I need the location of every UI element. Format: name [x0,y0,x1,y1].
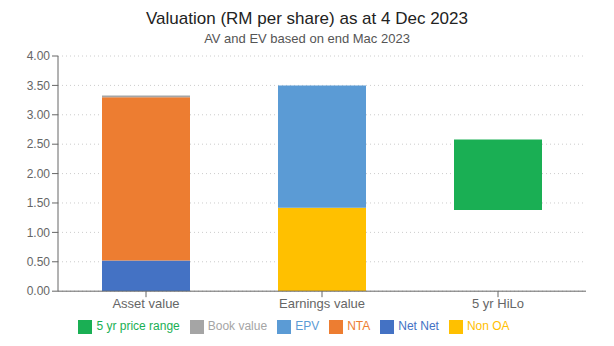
svg-text:3.50: 3.50 [27,79,51,93]
svg-text:Earnings value: Earnings value [279,296,365,311]
html-text:EPV: EPV [295,319,320,334]
html-text:NTA: NTA [347,319,371,334]
html-text:Net Net: Net Net [398,319,439,334]
svg-text:5 yr HiLo: 5 yr HiLo [472,296,524,311]
svg-text:1.50: 1.50 [27,196,51,210]
svg-text:Asset value: Asset value [112,296,179,311]
svg-text:0.00: 0.00 [27,284,51,298]
svg-text:4.00: 4.00 [27,49,51,63]
svg-text:1.00: 1.00 [27,226,51,240]
html-text:Non OA: Non OA [466,319,510,334]
svg-text:2.00: 2.00 [27,167,51,181]
svg-text:0.50: 0.50 [27,255,51,269]
html-text:Book value: Book value [207,319,268,334]
svg-text:3.00: 3.00 [27,108,51,122]
html-text:5 yr price range: 5 yr price range [96,319,180,334]
html-text:AV and EV based on end Mac 202: AV and EV based on end Mac 2023 [204,31,410,46]
html-text:Valuation (RM per share) as at: Valuation (RM per share) as at 4 Dec 202… [146,9,468,28]
svg-text:2.50: 2.50 [27,137,51,151]
